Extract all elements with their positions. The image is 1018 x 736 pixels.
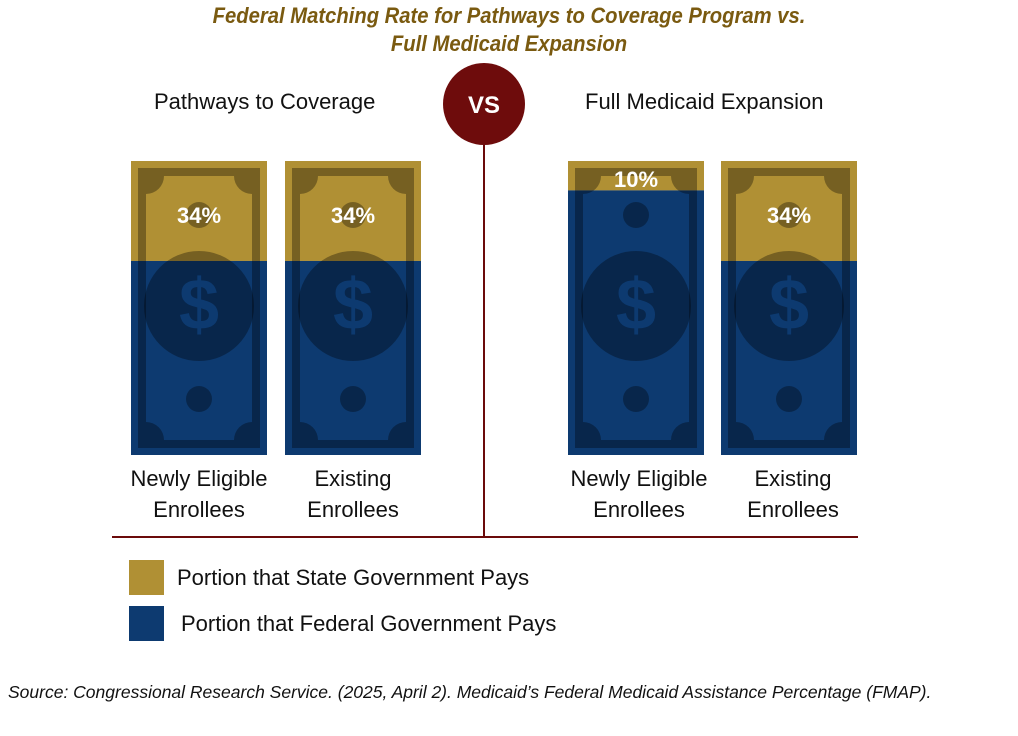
source-citation: Source: Congressional Research Service. … bbox=[8, 682, 932, 702]
bar-federal-portion bbox=[131, 260, 267, 455]
legend-label-federal: Portion that Federal Government Pays bbox=[181, 611, 557, 636]
category-label-expansion-newly-eligible: Newly Eligible Enrollees bbox=[549, 463, 729, 525]
data-label-state-share: 10% bbox=[614, 167, 658, 192]
category-label-line: Enrollees bbox=[747, 497, 839, 522]
bill-top-dot-icon bbox=[623, 202, 649, 228]
dollar-sign-icon: $ bbox=[179, 265, 219, 345]
bill-top-dot-icon bbox=[340, 202, 366, 228]
bill-top-dot-icon bbox=[186, 202, 212, 228]
bill-medallion-icon bbox=[734, 251, 844, 361]
dollar-sign-icon: $ bbox=[333, 265, 373, 345]
legend-label-state: Portion that State Government Pays bbox=[177, 565, 530, 590]
bill-medallion-icon bbox=[144, 251, 254, 361]
category-label-pathways-existing: Existing Enrollees bbox=[263, 463, 443, 525]
group-title-full-expansion: Full Medicaid Expansion bbox=[585, 89, 824, 114]
bar-state-portion bbox=[721, 161, 857, 261]
bill-bottom-dot-icon bbox=[340, 386, 366, 412]
bar-federal-portion bbox=[285, 260, 421, 455]
bill-bottom-dot-icon bbox=[776, 386, 802, 412]
bill-bottom-dot-icon bbox=[623, 386, 649, 412]
chart-title-line-2: Full Medicaid Expansion bbox=[390, 31, 628, 56]
category-label-pathways-newly-eligible: Newly Eligible Enrollees bbox=[109, 463, 289, 525]
category-label-line: Newly Eligible bbox=[130, 466, 268, 491]
bar-federal-portion bbox=[568, 190, 704, 455]
dollar-sign-icon: $ bbox=[769, 265, 809, 345]
bar-state-portion bbox=[285, 161, 421, 261]
chart-title: Federal Matching Rate for Pathways to Co… bbox=[41, 2, 978, 58]
category-label-line: Enrollees bbox=[153, 497, 245, 522]
bill-medallion-icon bbox=[581, 251, 691, 361]
dollar-sign-icon: $ bbox=[616, 265, 656, 345]
data-label-state-share: 34% bbox=[331, 203, 375, 228]
category-label-line: Enrollees bbox=[593, 497, 685, 522]
bill-bottom-dot-icon bbox=[186, 386, 212, 412]
data-label-state-share: 34% bbox=[177, 203, 221, 228]
bill-medallion-icon bbox=[298, 251, 408, 361]
bar-state-portion bbox=[131, 161, 267, 261]
bar-federal-portion bbox=[721, 260, 857, 455]
category-label-line: Enrollees bbox=[307, 497, 399, 522]
bill-top-dot-icon bbox=[776, 202, 802, 228]
category-label-expansion-existing: Existing Enrollees bbox=[703, 463, 883, 525]
group-title-pathways: Pathways to Coverage bbox=[154, 89, 376, 114]
legend-swatch-state bbox=[129, 560, 164, 595]
chart-title-line-1: Federal Matching Rate for Pathways to Co… bbox=[212, 3, 806, 28]
vs-label: VS bbox=[468, 92, 500, 119]
vs-circle bbox=[443, 63, 525, 145]
bar-state-portion bbox=[568, 161, 704, 191]
category-label-line: Existing bbox=[314, 466, 392, 491]
category-label-line: Existing bbox=[754, 466, 832, 491]
data-label-state-share: 34% bbox=[767, 203, 811, 228]
category-label-line: Newly Eligible bbox=[570, 466, 708, 491]
legend-swatch-federal bbox=[129, 606, 164, 641]
